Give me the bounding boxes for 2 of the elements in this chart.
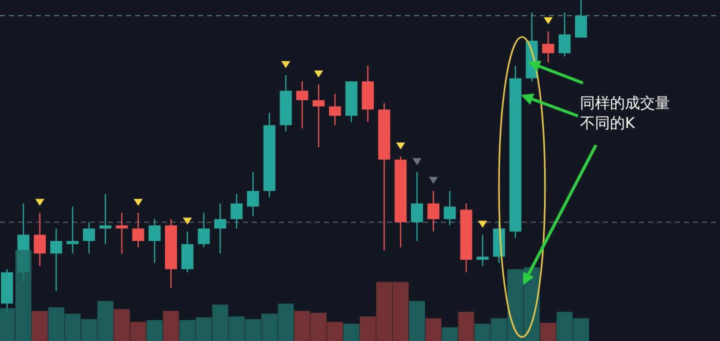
annotation: 不同的K <box>580 114 636 132</box>
annotation: 同样的成交量 <box>580 94 670 112</box>
